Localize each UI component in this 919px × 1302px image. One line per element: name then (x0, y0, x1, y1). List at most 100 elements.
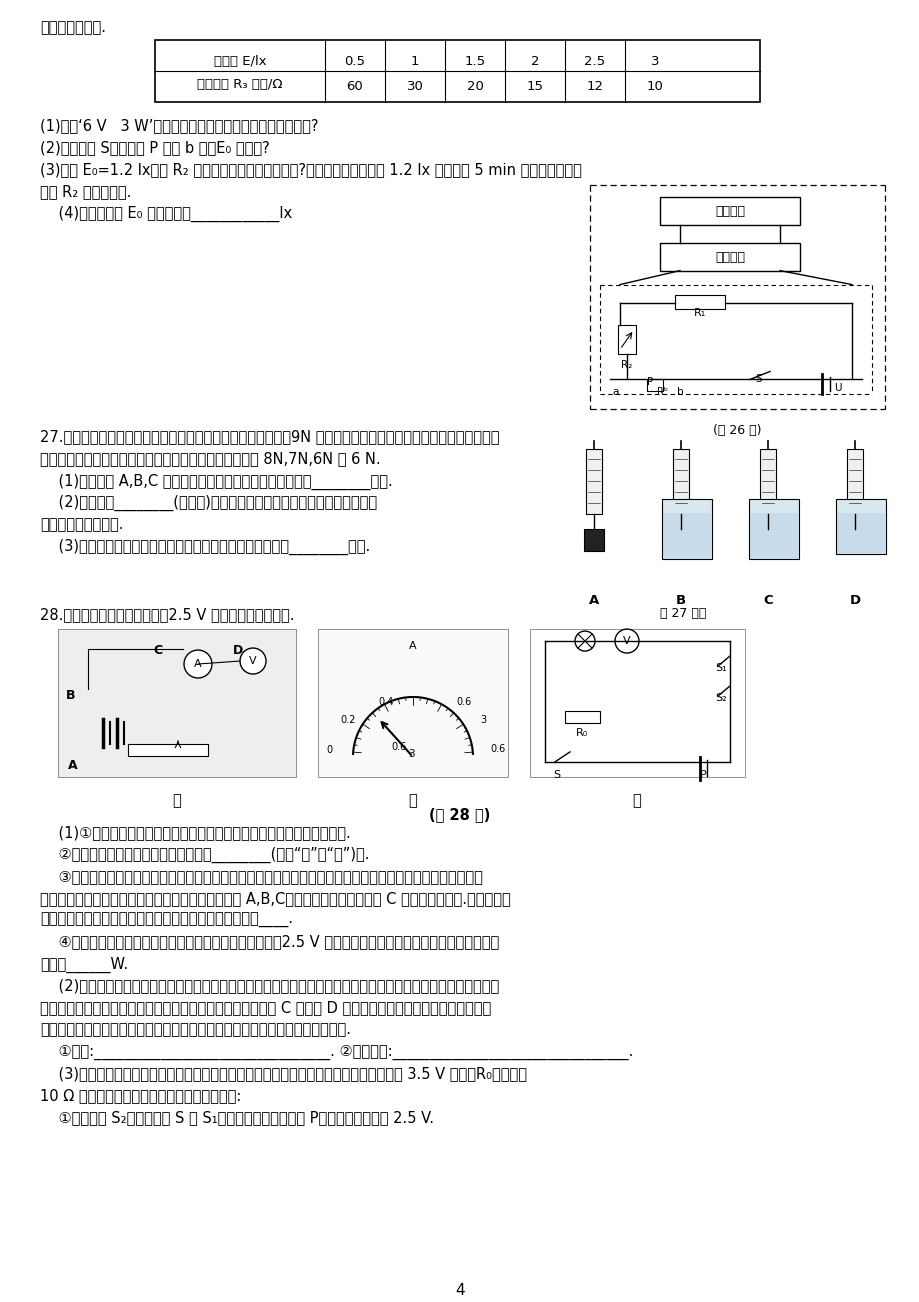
Bar (835, 499, 885, 555)
Text: 15: 15 (526, 79, 543, 92)
Text: (第 26 题): (第 26 题) (712, 424, 760, 437)
Text: S₂: S₂ (714, 693, 726, 703)
Text: (3)如果再提供一杯盐水，还能探究物体所受浮力与液体的________有关.: (3)如果再提供一杯盐水，还能探究物体所受浮力与液体的________有关. (40, 539, 369, 556)
Text: a: a (611, 388, 618, 397)
Text: 0.6: 0.6 (456, 697, 471, 707)
Text: C: C (763, 594, 772, 607)
Text: B: B (675, 594, 686, 607)
Bar (128, 743, 208, 756)
Text: A: A (588, 594, 598, 607)
Text: 有一处故障，且各器材、导线均完好，则电路故障可能是____.: 有一处故障，且各器材、导线均完好，则电路故障可能是____. (40, 913, 292, 928)
Text: A: A (68, 759, 77, 772)
Text: ①断开开关 S₂，闭合开关 S 和 S₁，移动滑动变阵器滑片 P，使电压表示数为 2.5 V.: ①断开开关 S₂，闭合开关 S 和 S₁，移动滑动变阵器滑片 P，使电压表示数为… (40, 1111, 434, 1125)
Bar (673, 449, 688, 514)
Text: 0.5: 0.5 (344, 55, 365, 68)
Text: (1)①图甲是他们连接的部分电路，请用笔画线代替导线将电路连接完整.: (1)①图甲是他们连接的部分电路，请用笔画线代替导线将电路连接完整. (40, 824, 350, 840)
Bar (836, 513, 884, 553)
Text: 0.6: 0.6 (391, 742, 406, 753)
Text: C: C (153, 644, 162, 658)
Text: R₂: R₂ (620, 361, 632, 371)
Bar (659, 197, 800, 225)
Text: (3)小明和小华重新设计了一种测量小灯泡额定功率的电路，如图丙所示，电源电压保持 3.5 V 不变，R₀为阻值为: (3)小明和小华重新设计了一种测量小灯泡额定功率的电路，如图丙所示，电源电压保持… (40, 1066, 527, 1082)
Text: 照明灯自动工作.: 照明灯自动工作. (40, 20, 106, 35)
Bar (670, 529, 690, 551)
Bar (618, 324, 635, 354)
Text: 4: 4 (455, 1282, 464, 1298)
Text: U: U (834, 383, 841, 393)
Text: 丙: 丙 (632, 793, 641, 807)
Text: (第 28 题): (第 28 题) (429, 807, 490, 822)
Text: (1)标有‘6 V   3 W’字样的照明灯，正常工作时的电流为多大?: (1)标有‘6 V 3 W’字样的照明灯，正常工作时的电流为多大? (40, 117, 318, 133)
Text: P: P (646, 378, 652, 388)
Text: ①操作:________________________________. ②如何判断:________________________________.: ①操作:________________________________. ②如… (40, 1044, 632, 1060)
Bar (663, 513, 710, 559)
Bar (154, 40, 759, 102)
Text: A: A (409, 641, 416, 651)
Bar (585, 449, 601, 514)
Text: V: V (622, 637, 630, 646)
Text: b: b (676, 388, 683, 397)
Text: R₁: R₁ (693, 307, 706, 318)
Text: 60: 60 (346, 79, 363, 92)
Text: 27.张华为了探究物体受到液体的浮力与哪些因素有关，他将重9N 的铝块挂在弹簧测力计下，缓慢浸入水中，当铝: 27.张华为了探究物体受到液体的浮力与哪些因素有关，他将重9N 的铝块挂在弹簧测… (40, 430, 499, 444)
Bar (749, 513, 797, 559)
Bar (584, 529, 604, 551)
Text: S: S (754, 375, 761, 384)
Text: 0.6: 0.6 (490, 743, 505, 754)
Text: 3: 3 (480, 715, 485, 725)
Text: 2: 2 (530, 55, 539, 68)
Bar (564, 711, 599, 723)
Bar (757, 529, 777, 551)
Text: V: V (249, 656, 256, 667)
Bar (846, 449, 862, 514)
Text: 滑动变阵器的滑片使灯泡发光，不添加器材，请你说出接下来的操作及判断方法.: 滑动变阵器的滑片使灯泡发光，不添加器材，请你说出接下来的操作及判断方法. (40, 1022, 351, 1038)
Text: ②闭合开关前，应将滑动变阵器处在最________(选填“左”或“右”)端.: ②闭合开关前，应将滑动变阵器处在最________(选填“左”或“右”)端. (40, 846, 369, 863)
Text: 块分别处于图中的四个位置时，弹簧测力计的示数依次为 8N,7N,6N 和 6 N.: 块分别处于图中的四个位置时，弹簧测力计的示数依次为 8N,7N,6N 和 6 N… (40, 452, 380, 466)
Text: 1: 1 (410, 55, 419, 68)
Bar (662, 499, 711, 559)
Text: 10 Ω 的定值电阵，连接好电路后进行如下操作:: 10 Ω 的定值电阵，连接好电路后进行如下操作: (40, 1088, 241, 1103)
Text: 第 27 题）: 第 27 题） (659, 607, 706, 620)
Circle shape (240, 648, 266, 674)
Bar (844, 529, 864, 551)
Bar (759, 449, 775, 514)
Text: A: A (194, 659, 201, 669)
Text: 1.5: 1.5 (464, 55, 485, 68)
Text: (4)本系统可调 E₀ 的最小值是____________lx: (4)本系统可调 E₀ 的最小值是____________lx (40, 206, 292, 221)
Text: B: B (66, 689, 75, 702)
Text: 10: 10 (646, 79, 663, 92)
Text: 20: 20 (466, 79, 482, 92)
Bar (646, 379, 663, 392)
Text: ④排除故障后，闭合开关，移动滑动变阵器，当电压表为2.5 V 时，电流表示数如图乙所示，则小灯泡的额定: ④排除故障后，闭合开关，移动滑动变阵器，当电压表为2.5 V 时，电流表示数如图… (40, 935, 499, 949)
Text: P: P (699, 769, 706, 780)
Bar (748, 499, 798, 559)
Text: S: S (552, 769, 560, 780)
Circle shape (184, 650, 211, 678)
Text: 完好的导线，一端连在电源负极，另一端触碰接线柱 A,B,C，当发现只有触碰接线柱 C 时，灯泡才发光.若电路中只: 完好的导线，一端连在电源负极，另一端触碰接线柱 A,B,C，当发现只有触碰接线柱… (40, 891, 510, 906)
Bar (675, 294, 724, 309)
Text: D: D (233, 644, 243, 658)
Text: 2.5: 2.5 (584, 55, 605, 68)
Text: 甲: 甲 (173, 793, 181, 807)
Bar (58, 629, 296, 777)
Text: 控制开关: 控制开关 (714, 250, 744, 263)
Bar (529, 629, 744, 777)
Text: ③闭合开关后，发现无论怎样调节滑动变阵器的滑片，灯泡都不亮，电压表和电流表均无示数，小明找来一根: ③闭合开关后，发现无论怎样调节滑动变阵器的滑片，灯泡都不亮，电压表和电流表均无示… (40, 868, 482, 884)
Text: (3)要使 E₀=1.2 lx，则 R₂ 接入电路的电阵应调为多大?若环境的光照度降至 1.2 lx 时能保持 5 min 不变，求这段时: (3)要使 E₀=1.2 lx，则 R₂ 接入电路的电阵应调为多大?若环境的光照… (40, 161, 581, 177)
Text: 光照度 E/lx: 光照度 E/lx (213, 55, 266, 68)
Bar (318, 629, 507, 777)
Text: 3: 3 (650, 55, 659, 68)
Text: 光敏电阵 R₃ 阻值/Ω: 光敏电阵 R₃ 阻值/Ω (197, 78, 282, 91)
Text: 28.小明和小华测量额定电压为2.5 V 的小灯泡的额定功率.: 28.小明和小华测量额定电压为2.5 V 的小灯泡的额定功率. (40, 607, 294, 622)
Text: 0.4: 0.4 (378, 697, 392, 707)
Text: 在液体中的深度无关.: 在液体中的深度无关. (40, 517, 123, 533)
Text: 乙: 乙 (408, 793, 417, 807)
Text: 0: 0 (325, 745, 332, 755)
Text: 3: 3 (407, 749, 414, 759)
Text: (2)闭合开关 S，将滑片 P 移至 b 端，E₀ 为多少?: (2)闭合开关 S，将滑片 P 移至 b 端，E₀ 为多少? (40, 139, 269, 155)
Text: 功率为______W.: 功率为______W. (40, 957, 128, 973)
Circle shape (574, 631, 595, 651)
Text: 30: 30 (406, 79, 423, 92)
Text: 照明系统: 照明系统 (714, 204, 744, 217)
Text: R₀: R₀ (575, 728, 587, 738)
